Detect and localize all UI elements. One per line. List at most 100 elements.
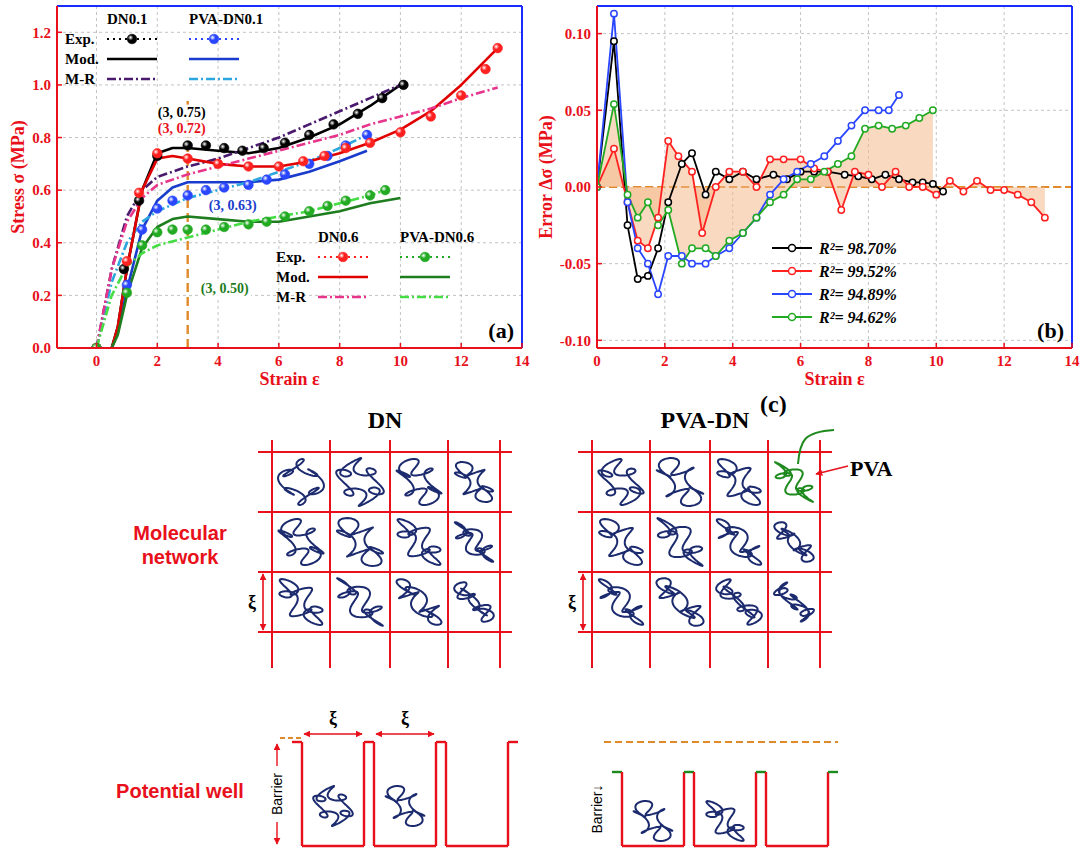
data-point xyxy=(1015,191,1021,197)
legend-symbol xyxy=(789,291,796,298)
data-point xyxy=(835,161,841,167)
grid-line xyxy=(57,348,522,349)
plot-marks xyxy=(597,10,1072,297)
legend-symbol xyxy=(209,34,219,44)
annotation: (3, 0.63) xyxy=(207,198,259,214)
barrier-arrow xyxy=(276,822,277,844)
data-point xyxy=(122,288,132,298)
panel-label: (c) xyxy=(760,391,787,417)
tick-label: 8 xyxy=(336,353,344,369)
data-point xyxy=(274,162,284,172)
legend-symbol xyxy=(189,58,239,61)
data-point xyxy=(713,253,719,259)
grid-line xyxy=(597,340,1072,341)
series-line xyxy=(597,14,899,295)
data-point xyxy=(889,125,895,131)
data-point xyxy=(152,204,162,214)
tick-mark xyxy=(96,343,98,348)
data-point xyxy=(780,156,786,162)
data-point xyxy=(726,245,732,251)
barrier-top xyxy=(508,741,518,743)
network-line xyxy=(258,511,512,513)
tick-label: 0.8 xyxy=(32,130,51,146)
tick-mark xyxy=(597,263,602,265)
data-point xyxy=(940,188,946,194)
well-bottom xyxy=(446,845,508,847)
polymer-coil xyxy=(337,518,383,566)
legend-header: DN0.6 xyxy=(318,229,359,245)
data-point xyxy=(201,225,211,235)
data-point xyxy=(219,183,229,193)
tick-label: 8 xyxy=(865,353,873,369)
data-point xyxy=(726,237,732,243)
data-point xyxy=(611,10,617,16)
annotation-text: (3, 0.50) xyxy=(201,281,249,297)
data-point xyxy=(797,156,803,162)
well-wall xyxy=(373,742,375,846)
data-point xyxy=(838,207,844,213)
data-point xyxy=(213,159,223,169)
grid-line xyxy=(157,6,158,348)
network-line xyxy=(578,571,832,573)
frame-right xyxy=(521,6,523,348)
data-point xyxy=(219,222,229,232)
data-point xyxy=(456,91,466,101)
polymer-coil xyxy=(454,582,494,621)
label-patch xyxy=(207,198,259,214)
legend-symbol xyxy=(400,296,450,299)
polymer-coil xyxy=(337,578,383,626)
data-point xyxy=(380,185,390,195)
data-point xyxy=(624,199,630,205)
grid-line xyxy=(57,190,522,191)
data-point xyxy=(753,214,759,220)
data-point xyxy=(280,212,290,222)
series-line xyxy=(97,190,386,348)
barrier-top xyxy=(756,771,766,773)
legend-symbol xyxy=(400,276,450,279)
data-point xyxy=(137,225,147,235)
data-point xyxy=(624,222,630,228)
tick-mark xyxy=(597,110,602,112)
grid-line xyxy=(461,6,462,348)
data-point xyxy=(259,143,269,153)
tick-label: -0.10 xyxy=(560,333,591,349)
polymer-coil xyxy=(634,801,673,841)
network-line xyxy=(767,440,769,668)
legend-symbol xyxy=(107,58,157,61)
polymer-coil xyxy=(397,459,442,505)
barrier-top xyxy=(364,741,374,743)
data-point xyxy=(1042,214,1048,220)
series-line xyxy=(97,135,367,348)
data-point xyxy=(183,154,193,164)
tick-mark xyxy=(460,343,462,348)
tick-label: 1.0 xyxy=(32,77,51,93)
data-point xyxy=(365,138,375,148)
tick-mark xyxy=(57,84,62,86)
data-point xyxy=(794,176,800,182)
data-point xyxy=(655,214,661,220)
data-point xyxy=(152,227,162,237)
network-line xyxy=(709,440,711,668)
data-point xyxy=(753,214,759,220)
grid-line xyxy=(597,6,598,348)
legend-symbol xyxy=(127,34,137,44)
tick-label: 2 xyxy=(661,353,669,369)
frame-top xyxy=(57,5,522,7)
grid-line xyxy=(597,110,1072,111)
tick-label: 6 xyxy=(275,353,283,369)
data-point xyxy=(624,199,630,205)
data-point xyxy=(481,64,491,74)
well-wall xyxy=(507,742,509,846)
tick-label: 0.0 xyxy=(32,340,51,356)
data-point xyxy=(679,260,685,266)
tick-mark xyxy=(57,242,62,244)
tick-label: 4 xyxy=(214,353,222,369)
data-point xyxy=(740,168,746,174)
legend-symbol xyxy=(107,78,157,81)
tick-mark xyxy=(664,343,666,348)
tick-mark xyxy=(597,33,602,35)
data-point xyxy=(341,143,351,153)
well-wall xyxy=(827,772,829,846)
polymer-coil xyxy=(656,578,703,625)
data-point xyxy=(645,199,651,205)
